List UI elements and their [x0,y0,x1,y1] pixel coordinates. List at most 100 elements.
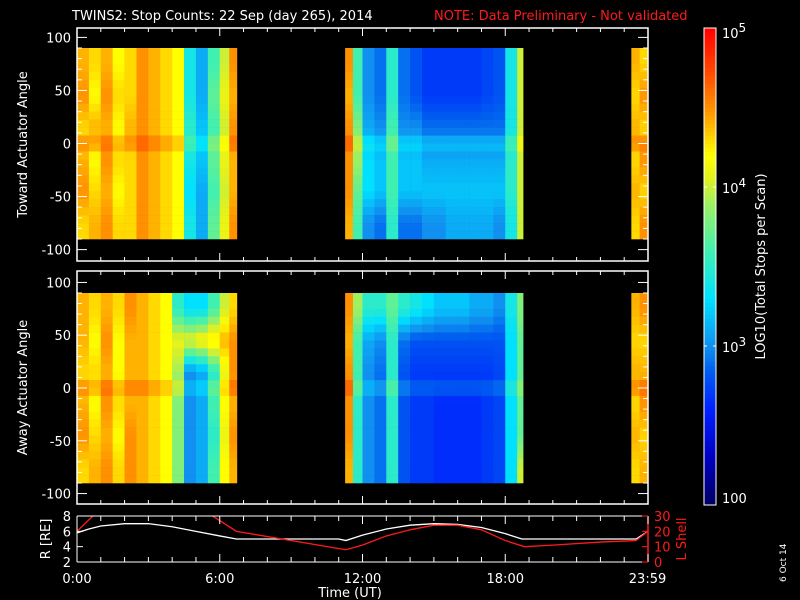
heatmap-cell [195,419,209,428]
heatmap-cell [398,159,411,168]
heatmap-cell [77,372,90,381]
heatmap-cell [345,411,354,420]
heatmap-cell [481,388,494,397]
heatmap-cell [374,55,387,65]
heatmap-cell [172,95,185,105]
heatmap-column [207,293,221,484]
heatmap-cell [374,143,387,152]
heatmap-cell [421,364,435,373]
heatmap-cell [362,48,375,57]
heatmap-cell [493,364,506,373]
heatmap-cell [457,419,470,428]
heatmap-cell [160,87,173,97]
heatmap-cell [517,87,524,97]
heatmap-column [195,48,209,240]
heatmap-cell [112,308,125,318]
heatmap-cell [421,127,435,136]
heatmap-cell [77,308,90,318]
heatmap-cell [184,151,197,160]
heatmap-cell [639,55,649,65]
heatmap-cell [184,300,197,310]
heatmap-cell [469,223,482,232]
heatmap-cell [386,411,399,420]
colorbar-segment [704,433,716,438]
heatmap-cell [362,87,375,97]
heatmap-cell [207,395,221,405]
heatmap-cell [493,443,506,452]
heatmap-column [172,48,185,240]
heatmap-cell [398,151,411,160]
heatmap-cell [195,95,209,105]
heatmap-cell [160,395,173,405]
heatmap-cell [421,356,435,365]
heatmap-cell [493,340,506,349]
heatmap-cell [445,300,458,310]
heatmap-cell [421,135,435,144]
heatmap-cell [88,223,102,232]
heatmap-cell [421,300,435,310]
heatmap-cell [352,308,363,318]
heatmap-cell [445,127,458,136]
heatmap-cell [457,48,470,57]
heatmap-cell [362,403,375,413]
heatmap-cell [481,372,494,381]
heatmap-cell [352,151,363,160]
heatmap-cell [77,395,90,405]
colorbar-segment [704,306,716,311]
heatmap-cell [445,95,458,105]
heatmap-cell [100,372,113,381]
heatmap-cell [345,300,354,310]
heatmap-cell [639,340,649,349]
colorbar-segment [704,31,716,37]
heatmap-cell [517,403,524,413]
heatmap-cell [160,48,173,57]
heatmap-cell [445,340,458,349]
heatmap-cell [481,348,494,357]
heatmap-cell [136,380,149,389]
heatmap-cell [124,475,137,484]
heatmap-cell [352,324,363,333]
heatmap-cell [639,103,649,112]
colorbar-segment [704,28,716,33]
heatmap-cell [112,127,125,136]
heatmap-cell [148,356,161,365]
heatmap-cell [184,467,197,476]
heatmap-cell [100,111,113,120]
heatmap-cell [112,135,125,144]
heatmap-cell [445,63,458,73]
heatmap-cell [457,111,470,120]
heatmap-cell [457,364,470,373]
heatmap-cell [505,167,518,176]
heatmap-cell [445,427,458,436]
heatmap-cell [88,356,102,365]
heatmap-cell [148,316,161,325]
heatmap-cell [184,87,197,97]
heatmap-cell [493,119,506,128]
heatmap-cell [505,111,518,120]
heatmap-cell [207,71,221,81]
heatmap-cell [124,215,137,224]
heatmap-cell [148,63,161,73]
heatmap-column [160,293,173,484]
heatmap-cell [410,79,423,89]
heatmap-cell [172,467,185,476]
colorbar-segment [704,55,716,61]
heatmap-cell [219,364,230,373]
heatmap-cell [469,467,482,476]
heatmap-cell [229,388,238,397]
l-shell-tick-label: 30 [654,510,671,525]
heatmap-cell [77,55,90,65]
heatmap-cell [184,332,197,341]
heatmap-cell [457,95,470,105]
heatmap-cell [195,411,209,420]
heatmap-cell [345,207,354,216]
heatmap-cell [445,293,458,302]
heatmap-cell [219,403,230,413]
heatmap-cell [229,427,238,436]
heatmap-cell [493,191,506,200]
heatmap-cell [457,71,470,81]
heatmap-cell [207,127,221,136]
heatmap-cell [207,87,221,97]
heatmap-cell [184,71,197,81]
heatmap-cell [410,293,423,302]
